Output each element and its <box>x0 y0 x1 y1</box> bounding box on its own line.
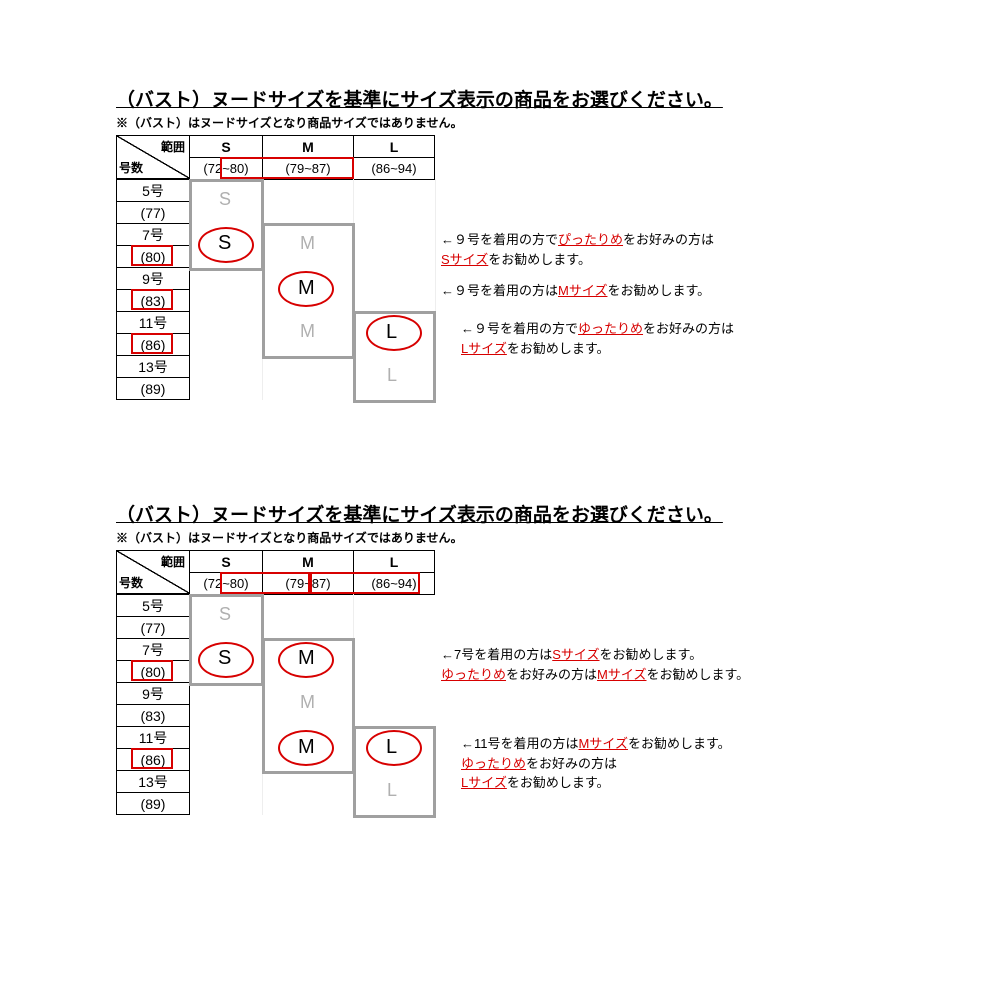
gray-M2a: M <box>300 692 315 713</box>
gray-S2: S <box>219 604 231 625</box>
gray-M2: M <box>300 321 315 342</box>
gray-L1: L <box>387 365 397 386</box>
hdr-S2: S <box>189 550 263 573</box>
ell-L2 <box>366 730 422 766</box>
r7: 7号 <box>116 223 190 246</box>
range-L: (86~94) <box>353 157 435 180</box>
title-2: （バスト）ヌードサイズを基準にサイズ表示の商品をお選びください。 <box>116 500 723 527</box>
rb-r1 <box>220 572 310 594</box>
r11b: 11号 <box>116 726 190 749</box>
gray-M1: M <box>300 233 315 254</box>
subtitle-2: ※（バスト）はヌードサイズとなり商品サイズではありません。 <box>116 529 723 546</box>
v5b: (77) <box>116 616 190 639</box>
section-2: （バスト）ヌードサイズを基準にサイズ表示の商品をお選びください。 ※（バスト）は… <box>116 500 723 550</box>
hdr-S: S <box>189 135 263 158</box>
redbox-80 <box>131 245 173 266</box>
hdr-L: L <box>353 135 435 158</box>
v9b: (83) <box>116 704 190 727</box>
rb-r2 <box>310 572 420 594</box>
ellipse-M <box>278 271 334 307</box>
hdr-gou2: 号数 <box>119 574 143 591</box>
r13: 13号 <box>116 355 190 378</box>
note1-b: ←９号を着用の方はMサイズをお勧めします。 <box>441 281 841 301</box>
subtitle-1: ※（バスト）はヌードサイズとなり商品サイズではありません。 <box>116 114 723 131</box>
gray-L2: L <box>387 780 397 801</box>
note2-a: ←7号を着用の方はSサイズをお勧めします。 ゆったりめをお好みの方はMサイズをお… <box>441 645 881 684</box>
v5: (77) <box>116 201 190 224</box>
r5b: 5号 <box>116 594 190 617</box>
note1-a: ←９号を着用の方でぴったりめをお好みの方は Sサイズをお勧めします。 <box>441 230 841 269</box>
ell-S2 <box>198 642 254 678</box>
hdr-M2: M <box>262 550 354 573</box>
redbox-86 <box>131 333 173 354</box>
v13: (89) <box>116 377 190 400</box>
r5: 5号 <box>116 179 190 202</box>
diag-header-1: 範囲 号数 <box>116 135 190 179</box>
r9b: 9号 <box>116 682 190 705</box>
hdr-gou: 号数 <box>119 159 143 176</box>
redbox-83 <box>131 289 173 310</box>
diag-header-2: 範囲 号数 <box>116 550 190 594</box>
gray-S1: S <box>219 189 231 210</box>
hdr-M: M <box>262 135 354 158</box>
r13b: 13号 <box>116 770 190 793</box>
redbox-range1 <box>220 157 354 179</box>
rb86b <box>131 748 173 769</box>
r9: 9号 <box>116 267 190 290</box>
ellipse-S <box>198 227 254 263</box>
r7b: 7号 <box>116 638 190 661</box>
r11: 11号 <box>116 311 190 334</box>
hdr-range: 範囲 <box>161 138 185 155</box>
rb80b <box>131 660 173 681</box>
v13b: (89) <box>116 792 190 815</box>
note1-c: ←９号を着用の方でゆったりめをお好みの方は Lサイズをお勧めします。 <box>461 319 861 358</box>
ell-Mt <box>278 642 334 678</box>
ell-Mb <box>278 730 334 766</box>
title-1: （バスト）ヌードサイズを基準にサイズ表示の商品をお選びください。 <box>116 85 723 112</box>
hdr-range2: 範囲 <box>161 553 185 570</box>
hdr-L2: L <box>353 550 435 573</box>
ellipse-L <box>366 315 422 351</box>
note2-b: ←11号を着用の方はMサイズをお勧めします。 ゆったりめをお好みの方は Lサイズ… <box>461 734 901 793</box>
section-1: （バスト）ヌードサイズを基準にサイズ表示の商品をお選びください。 ※（バスト）は… <box>116 85 723 135</box>
